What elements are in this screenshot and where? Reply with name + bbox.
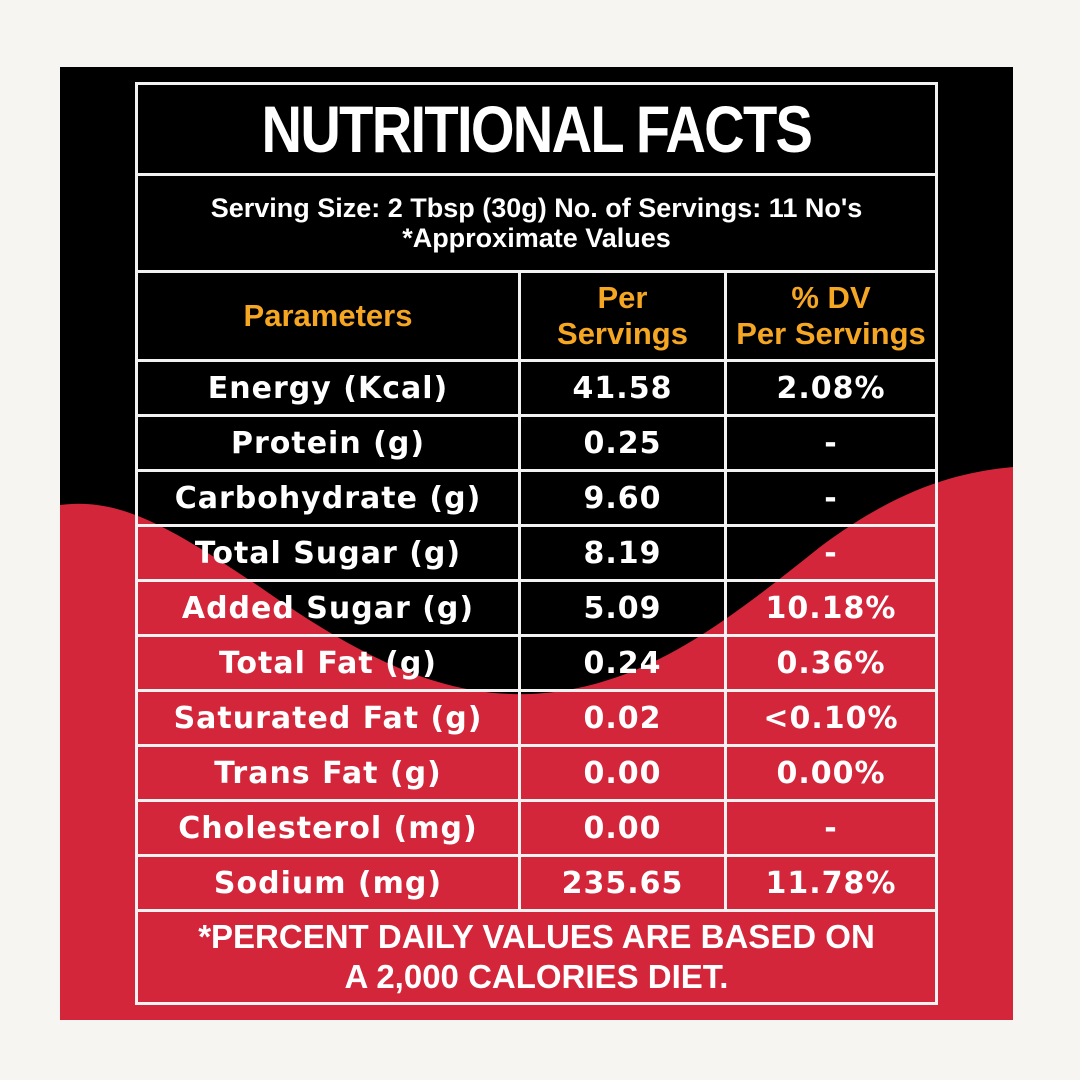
- table-row: Added Sugar (g) 5.09 10.18%: [135, 579, 938, 637]
- table-row: Total Fat (g) 0.24 0.36%: [135, 634, 938, 692]
- table-row: Energy (Kcal) 41.58 2.08%: [135, 359, 938, 417]
- cell-dv: 0.36%: [724, 634, 938, 692]
- table-row: Saturated Fat (g) 0.02 <0.10%: [135, 689, 938, 747]
- table-row: Protein (g) 0.25-: [135, 414, 938, 472]
- cell-dv: 2.08%: [724, 359, 938, 417]
- cell-dv: -: [724, 469, 938, 527]
- cell-value: 41.58: [518, 359, 727, 417]
- cell-value: 8.19: [518, 524, 727, 582]
- cell-param: Energy (Kcal): [135, 359, 521, 417]
- header-parameters: Parameters: [135, 270, 521, 362]
- cell-param: Total Sugar (g): [135, 524, 521, 582]
- table-row: Cholesterol (mg) 0.00-: [135, 799, 938, 857]
- cell-dv: -: [724, 799, 938, 857]
- cell-param: Trans Fat (g): [135, 744, 521, 802]
- cell-value: 0.24: [518, 634, 727, 692]
- header-dv: % DV Per Servings: [724, 270, 938, 362]
- cell-value: 0.02: [518, 689, 727, 747]
- cell-param: Saturated Fat (g): [135, 689, 521, 747]
- cell-value: 9.60: [518, 469, 727, 527]
- cell-dv: -: [724, 524, 938, 582]
- cell-dv: 11.78%: [724, 854, 938, 912]
- cell-value: 5.09: [518, 579, 727, 637]
- cell-value: 0.00: [518, 744, 727, 802]
- cell-value: 235.65: [518, 854, 727, 912]
- header-per-servings: Per Servings: [518, 270, 727, 362]
- cell-value: 0.00: [518, 799, 727, 857]
- cell-value: 0.25: [518, 414, 727, 472]
- cell-param: Sodium (mg): [135, 854, 521, 912]
- table-row: Sodium (mg) 235.65 11.78%: [135, 854, 938, 912]
- cell-dv: 0.00%: [724, 744, 938, 802]
- cell-param: Added Sugar (g): [135, 579, 521, 637]
- cell-param: Protein (g): [135, 414, 521, 472]
- table-row: Carbohydrate (g) 9.60-: [135, 469, 938, 527]
- cell-dv: 10.18%: [724, 579, 938, 637]
- table-row: Total Sugar (g) 8.19-: [135, 524, 938, 582]
- cell-dv: <0.10%: [724, 689, 938, 747]
- cell-param: Carbohydrate (g): [135, 469, 521, 527]
- serving-info: Serving Size: 2 Tbsp (30g) No. of Servin…: [135, 173, 938, 273]
- footer-note: *PERCENT DAILY VALUES ARE BASED ON A 2,00…: [135, 909, 938, 1005]
- title: NUTRITIONAL FACTS: [135, 82, 938, 176]
- cell-param: Total Fat (g): [135, 634, 521, 692]
- serving-line: Serving Size: 2 Tbsp (30g) No. of Servin…: [210, 193, 863, 223]
- approx-note: *Approximate Values: [402, 223, 671, 253]
- cell-param: Cholesterol (mg): [135, 799, 521, 857]
- nutrition-table: NUTRITIONAL FACTS Serving Size: 2 Tbsp (…: [135, 82, 938, 1005]
- table-row: Trans Fat (g) 0.00 0.00%: [135, 744, 938, 802]
- cell-dv: -: [724, 414, 938, 472]
